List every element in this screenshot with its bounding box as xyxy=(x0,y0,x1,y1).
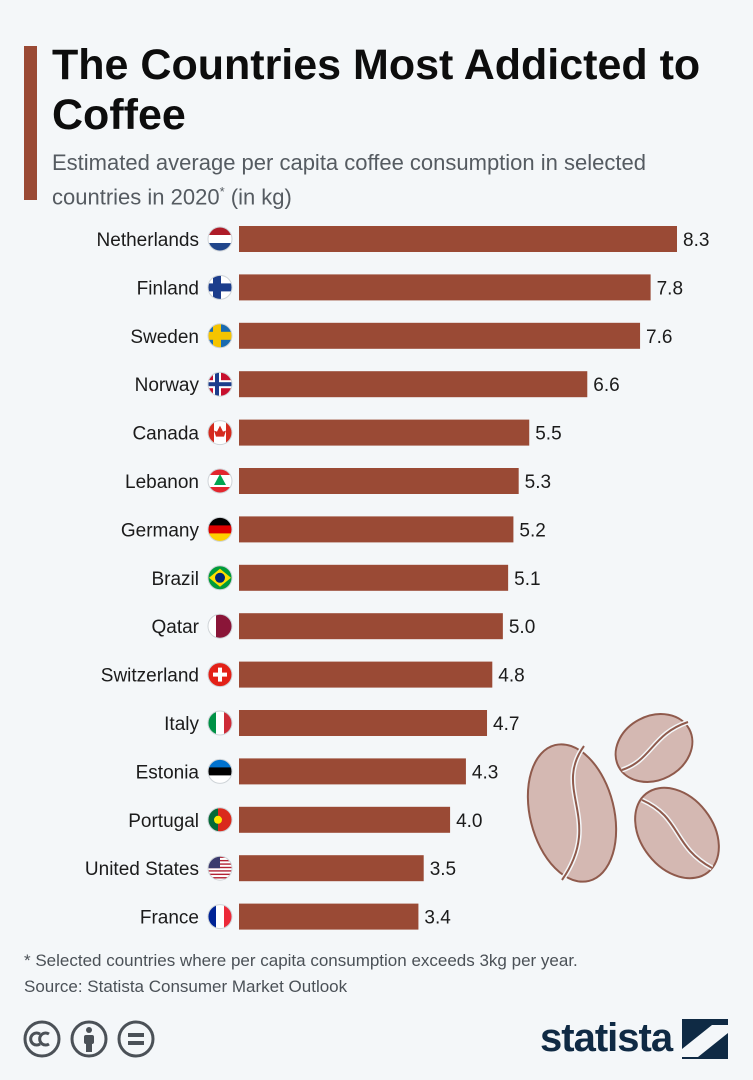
category-label: United States xyxy=(85,859,199,880)
bar-chart: Netherlands 8.3 Finland 7.8 Sweden 7.6 Norway 6… xyxy=(85,226,709,930)
bar-row: France 3.4 xyxy=(140,903,451,930)
source-note: Source: Statista Consumer Market Outlook xyxy=(24,977,348,996)
italy-flag-icon xyxy=(207,710,233,736)
germany-flag-icon xyxy=(207,516,233,542)
category-label: Finland xyxy=(137,278,199,299)
bar xyxy=(239,613,503,640)
category-label: Estonia xyxy=(136,762,200,783)
france-flag-icon xyxy=(207,904,233,930)
norway-flag-icon xyxy=(207,371,233,397)
category-label: Brazil xyxy=(151,569,199,590)
value-label: 5.5 xyxy=(535,424,561,445)
category-label: Sweden xyxy=(130,327,199,348)
bar-row: Estonia 4.3 xyxy=(136,758,498,785)
bar-row: Canada 5.5 xyxy=(132,419,562,446)
bar-row: Lebanon 5.3 xyxy=(125,468,551,494)
value-label: 5.0 xyxy=(509,617,535,638)
bar xyxy=(239,322,641,349)
attribution-icon[interactable] xyxy=(69,1019,109,1059)
bar-row: Finland 7.8 xyxy=(137,274,683,301)
bar xyxy=(239,903,419,930)
category-label: France xyxy=(140,908,199,929)
category-label: Lebanon xyxy=(125,472,199,493)
value-label: 6.6 xyxy=(593,375,619,396)
netherlands-flag-icon xyxy=(207,226,233,252)
bar xyxy=(239,226,677,252)
brazil-flag-icon xyxy=(207,565,233,591)
chart-subtitle: Estimated average per capita coffee cons… xyxy=(52,148,732,211)
bar xyxy=(239,564,509,591)
bar xyxy=(239,516,514,543)
value-label: 7.6 xyxy=(646,327,672,348)
value-label: 8.3 xyxy=(683,230,709,251)
bar-row: Switzerland 4.8 xyxy=(101,661,525,688)
bar-row: Germany 5.2 xyxy=(121,516,546,543)
category-label: Qatar xyxy=(151,617,199,638)
value-label: 3.4 xyxy=(424,908,451,929)
bar-row: Qatar 5.0 xyxy=(151,613,535,640)
bar-row: Sweden 7.6 xyxy=(130,322,672,349)
value-label: 5.2 xyxy=(519,520,545,541)
category-label: Italy xyxy=(164,714,199,735)
switzerland-flag-icon xyxy=(207,662,233,688)
bar-row: Norway 6.6 xyxy=(135,371,620,398)
usa-flag-icon xyxy=(207,855,233,881)
subtitle-asterisk: * xyxy=(219,184,225,199)
bar xyxy=(239,419,530,446)
canada-flag-icon xyxy=(207,420,233,446)
qatar-flag-icon xyxy=(207,613,233,639)
bar-row: Italy 4.7 xyxy=(164,710,519,736)
subtitle-unit: (in kg) xyxy=(224,184,292,210)
value-label: 4.7 xyxy=(493,714,519,735)
portugal-flag-icon xyxy=(207,807,233,833)
chart-title: The Countries Most Addicted to Coffee xyxy=(52,41,701,139)
no-derivatives-icon[interactable] xyxy=(116,1019,156,1059)
statista-mark-icon xyxy=(682,1018,729,1059)
bar-row: Portugal 4.0 xyxy=(128,806,483,833)
title-accent-bar xyxy=(24,46,37,200)
value-label: 7.8 xyxy=(657,278,683,299)
category-label: Switzerland xyxy=(101,666,199,687)
bar xyxy=(239,710,488,736)
sweden-flag-icon xyxy=(207,323,233,349)
category-label: Norway xyxy=(135,375,200,396)
bar xyxy=(239,274,651,301)
category-label: Canada xyxy=(132,424,199,445)
bar xyxy=(239,661,493,688)
value-label: 5.3 xyxy=(525,472,551,493)
bar xyxy=(239,371,588,398)
bar-row: Brazil 5.1 xyxy=(151,564,541,591)
bar-row: United States 3.5 xyxy=(85,855,456,882)
bar xyxy=(239,855,424,882)
value-label: 4.0 xyxy=(456,811,482,832)
value-label: 4.8 xyxy=(498,666,524,687)
category-label: Netherlands xyxy=(97,230,199,251)
category-label: Portugal xyxy=(128,811,199,832)
cc-icon[interactable] xyxy=(22,1019,62,1059)
license-icons xyxy=(22,1019,156,1059)
bar xyxy=(239,806,451,833)
finland-flag-icon xyxy=(207,274,233,300)
lebanon-flag-icon xyxy=(207,468,233,494)
subtitle-text: Estimated average per capita coffee cons… xyxy=(52,150,646,210)
bar-row: Netherlands 8.3 xyxy=(97,226,709,252)
bar xyxy=(239,758,466,785)
logo-text: statista xyxy=(540,1016,673,1060)
bar xyxy=(239,468,519,494)
category-label: Germany xyxy=(121,520,200,541)
value-label: 4.3 xyxy=(472,762,498,783)
value-label: 3.5 xyxy=(430,859,456,880)
coffee-beans-icon xyxy=(526,713,720,883)
value-label: 5.1 xyxy=(514,569,540,590)
estonia-flag-icon xyxy=(207,758,233,784)
statista-logo[interactable]: statista xyxy=(540,1016,729,1061)
footnote: * Selected countries where per capita co… xyxy=(24,951,578,970)
